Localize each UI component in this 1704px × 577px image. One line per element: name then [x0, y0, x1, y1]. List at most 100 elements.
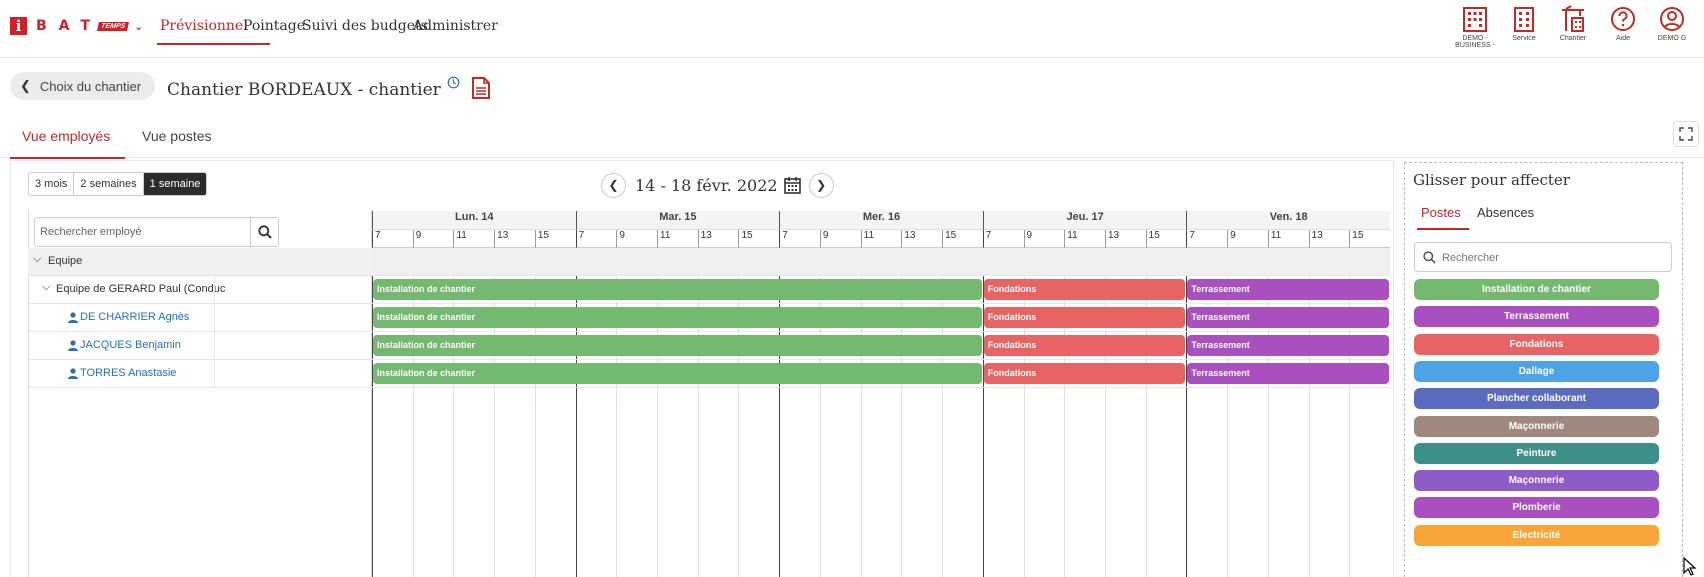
range-selector: 3 mois 2 semaines 1 semaine: [28, 172, 208, 196]
top-icon-service[interactable]: Service: [1501, 5, 1547, 42]
assignment-bar[interactable]: Installation de chantier: [373, 363, 982, 384]
view-tabs: Vue employés Vue postes: [0, 120, 1704, 159]
top-icon-label: DEMO - BUSINESS -: [1455, 35, 1495, 49]
hour-header: 15: [738, 230, 780, 248]
tab-vue-postes[interactable]: Vue postes: [142, 128, 212, 144]
chevron-down-icon[interactable]: ⌵: [42, 281, 51, 293]
poste-chip[interactable]: Peinture: [1414, 442, 1659, 464]
nav-administrer[interactable]: Administrer: [413, 18, 498, 34]
range-2-semaines[interactable]: 2 semaines: [74, 173, 144, 195]
top-icon-aide[interactable]: Aide: [1600, 5, 1646, 42]
assignment-bar[interactable]: Terrassement: [1187, 307, 1389, 328]
nav-suivi-budgets[interactable]: Suivi des budgets: [302, 18, 428, 34]
assignment-bar[interactable]: Installation de chantier: [373, 335, 982, 356]
back-to-chantier-button[interactable]: ❮ Choix du chantier: [10, 72, 156, 100]
grid-line: [697, 248, 699, 577]
hour-header: 13: [494, 230, 535, 248]
grid-line: [1145, 248, 1147, 577]
history-icon[interactable]: [447, 76, 460, 89]
range-3-mois[interactable]: 3 mois: [29, 173, 75, 195]
grid-line: [1267, 248, 1269, 577]
group-row[interactable]: ⌵ Equipe: [28, 248, 372, 276]
tab-postes[interactable]: Postes: [1421, 205, 1461, 220]
hour-header: 11: [1064, 230, 1105, 248]
grid-line: [1186, 248, 1188, 577]
assignment-bar[interactable]: Installation de chantier: [373, 279, 982, 300]
tab-vue-employes[interactable]: Vue employés: [22, 128, 111, 144]
nav-previsionnel[interactable]: Prévisionnel: [160, 18, 248, 34]
chevron-down-icon[interactable]: ⌵: [33, 253, 42, 265]
app-logo[interactable]: i BAT TEMPS ⌄: [10, 17, 143, 35]
grid-row: [372, 360, 1390, 388]
range-1-semaine[interactable]: 1 semaine: [143, 173, 207, 195]
person-icon: [68, 340, 78, 351]
poste-chip[interactable]: Maçonnerie: [1414, 470, 1659, 492]
logo-text: BAT: [36, 18, 102, 34]
hour-header: 9: [1227, 230, 1268, 248]
tree-label[interactable]: DE CHARRIER Agnès: [80, 311, 190, 323]
date-navigator: ❮ 14 - 18 févr. 2022 ❯: [601, 172, 834, 198]
employee-row[interactable]: JACQUES Benjamin: [28, 332, 372, 360]
assignment-bar[interactable]: Installation de chantier: [373, 307, 982, 328]
employee-row[interactable]: DE CHARRIER Agnès: [28, 304, 372, 332]
nav-pointage[interactable]: Pointage: [243, 18, 305, 34]
date-range-label: 14 - 18 févr. 2022: [635, 175, 778, 195]
hour-header: 11: [453, 230, 495, 248]
poste-chip[interactable]: Installation de chantier: [1414, 279, 1659, 300]
poste-chip[interactable]: Plancher collaborant: [1414, 388, 1659, 410]
page-title: Chantier BORDEAUX - chantier: [167, 76, 491, 100]
top-icon-user[interactable]: DEMO G: [1649, 5, 1695, 42]
hour-header: 13: [697, 230, 739, 248]
top-icon-label: Chantier: [1559, 35, 1587, 42]
grid-row: [372, 332, 1390, 360]
grid-row: [372, 276, 1390, 304]
hour-header: 7: [982, 230, 1024, 248]
grid-line: [1104, 248, 1106, 577]
tab-absences[interactable]: Absences: [1477, 205, 1535, 220]
poste-chip[interactable]: Plomberie: [1414, 497, 1659, 519]
poste-chip[interactable]: Fondations: [1414, 333, 1659, 355]
grid-line: [534, 248, 536, 577]
assignment-bar[interactable]: Terrassement: [1187, 335, 1389, 356]
hour-header: 11: [1267, 230, 1309, 248]
poste-search[interactable]: Rechercher: [1414, 242, 1672, 272]
tree-label: Equipe: [48, 255, 83, 267]
day-header: Lun. 14: [372, 211, 576, 230]
grid-line: [901, 248, 903, 577]
poste-chip[interactable]: Dallage: [1414, 360, 1659, 382]
assignment-bar[interactable]: Fondations: [983, 335, 1186, 356]
calendar-icon[interactable]: [783, 176, 801, 194]
next-week-button[interactable]: ❯: [808, 172, 834, 198]
document-icon[interactable]: [471, 77, 491, 99]
tree-label[interactable]: TORRES Anastasie: [80, 367, 177, 379]
chevron-down-icon[interactable]: ⌄: [134, 20, 144, 33]
tree-label[interactable]: JACQUES Benjamin: [80, 339, 181, 351]
prev-week-button[interactable]: ❮: [601, 172, 626, 198]
hour-header: 15: [1145, 230, 1187, 248]
search-button[interactable]: [250, 218, 278, 246]
assignment-bar[interactable]: Fondations: [983, 363, 1186, 384]
hour-header: 7: [779, 230, 820, 248]
hour-header: 9: [1023, 230, 1065, 248]
top-icon-chantier[interactable]: Chantier: [1550, 5, 1596, 42]
assignment-bar[interactable]: Terrassement: [1187, 363, 1389, 384]
grid-line: [1064, 248, 1066, 577]
employee-search[interactable]: Rechercher employé: [34, 217, 279, 247]
employee-search-input[interactable]: Rechercher employé: [40, 226, 142, 238]
assign-panel-title: Glisser pour affecter: [1413, 171, 1570, 189]
assignment-bar[interactable]: Fondations: [983, 307, 1186, 328]
chevron-left-icon: ❮: [20, 78, 31, 93]
poste-chip[interactable]: Electricité: [1414, 524, 1659, 546]
employee-row[interactable]: TORRES Anastasie: [28, 360, 372, 388]
assignment-bar[interactable]: Terrassement: [1187, 279, 1389, 300]
poste-search-input[interactable]: Rechercher: [1442, 252, 1499, 264]
poste-chip[interactable]: Maçonnerie: [1414, 415, 1659, 437]
poste-chip[interactable]: Terrassement: [1414, 306, 1659, 328]
hour-header: 9: [819, 230, 861, 248]
top-icon-business[interactable]: DEMO - BUSINESS -: [1452, 5, 1498, 49]
fullscreen-button[interactable]: [1673, 121, 1699, 147]
team-row[interactable]: ⌵ Equipe de GERARD Paul (Conduc: [28, 276, 372, 304]
assignment-bar[interactable]: Fondations: [983, 279, 1186, 300]
fullscreen-icon: [1679, 127, 1693, 141]
chevron-right-icon: ❯: [816, 178, 827, 192]
